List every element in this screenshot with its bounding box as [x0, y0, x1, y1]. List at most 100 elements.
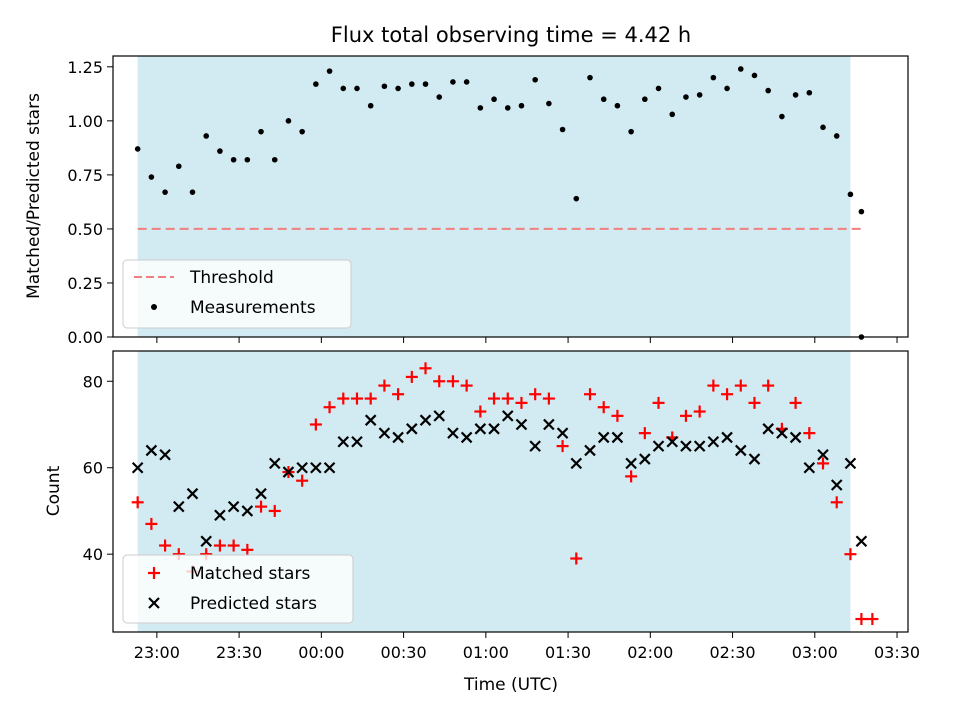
matched-star-point: [584, 388, 596, 401]
predicted-star-point: [310, 461, 322, 474]
y-tick-label: 1.00: [67, 112, 103, 131]
predicted-star-point: [337, 436, 350, 448]
predicted-star-point: [693, 440, 706, 452]
matched-star-point: [255, 500, 268, 513]
x-axis-label: Time (UTC): [463, 675, 558, 695]
predicted-star-point: [830, 479, 843, 491]
predicted-star-point: [392, 431, 404, 444]
matched-star-point: [748, 396, 761, 409]
measurement-point: [340, 85, 347, 92]
legend-predicted-label: Predicted stars: [190, 594, 317, 614]
y-tick-label: 80: [83, 372, 103, 391]
measurement-point: [162, 189, 168, 195]
matched-star-point: [159, 539, 172, 552]
predicted-star-point: [159, 448, 171, 461]
measurement-point: [313, 81, 319, 87]
predicted-star-point: [296, 461, 308, 474]
matched-star-point: [392, 388, 405, 401]
x-tick-label: 23:30: [216, 643, 262, 662]
matched-star-point: [638, 427, 651, 440]
predicted-star-point: [351, 436, 363, 448]
matched-star-point: [830, 496, 843, 509]
matched-star-point: [145, 517, 158, 530]
predicted-star-point: [762, 423, 774, 435]
top-axes-frame: [112, 55, 909, 338]
matched-star-point: [707, 379, 720, 392]
matched-star-point: [611, 409, 624, 422]
matched-star-point: [364, 392, 377, 405]
matched-star-point: [474, 405, 487, 418]
matched-star-point: [268, 504, 281, 517]
measurement-point: [642, 96, 648, 103]
predicted-star-point: [776, 427, 788, 439]
matched-star-point: [241, 543, 254, 556]
predicted-star-point: [611, 431, 624, 444]
predicted-star-point: [597, 431, 610, 444]
matched-star-point: [803, 427, 816, 440]
measurement-point: [381, 83, 388, 90]
measurement-point: [696, 92, 703, 98]
measurement-point: [203, 133, 210, 139]
matched-star-point: [721, 388, 734, 401]
predicted-star-point: [447, 427, 459, 439]
matched-star-point: [433, 375, 446, 388]
predicted-star-point: [515, 418, 528, 431]
predicted-star-point: [419, 414, 432, 426]
predicted-star-point: [680, 440, 692, 452]
matched-star-point: [446, 375, 459, 388]
y-tick-label: 0.25: [67, 274, 103, 293]
y-tick-label: 0.00: [67, 328, 103, 347]
predicted-star-point: [817, 448, 829, 461]
matched-star-point: [213, 539, 226, 552]
predicted-star-point: [145, 444, 158, 457]
bottom-panel: 40 60 80 23:00 23:30 00:00 00:30 01:00 01:30 02:…: [44, 350, 920, 695]
top-legend: Threshold Measurements: [122, 259, 352, 329]
predicted-star-point: [570, 457, 583, 470]
measurement-point: [737, 66, 744, 72]
predicted-star-point: [844, 457, 857, 470]
matched-star-point: [734, 379, 747, 392]
y-tick-label: 0.75: [67, 166, 103, 185]
predicted-star-point: [200, 535, 212, 547]
y-tick-label: 40: [83, 545, 103, 564]
measurement-point: [148, 174, 155, 180]
measurement-point: [669, 111, 676, 118]
x-tick-label: 00:00: [298, 643, 344, 662]
matched-star-point: [501, 392, 514, 405]
predicted-star-point: [584, 444, 596, 457]
measurement-point: [491, 96, 497, 103]
measurement-point: [450, 79, 456, 85]
predicted-star-point: [186, 487, 199, 500]
legend-measurements-label: Measurements: [190, 298, 316, 318]
x-tick-label: 02:00: [627, 643, 673, 662]
measurement-point: [175, 163, 182, 170]
legend-matched-swatch: [148, 567, 160, 579]
x-tick-label: 02:30: [709, 643, 755, 662]
matched-star-point: [296, 474, 309, 487]
matched-star-point: [529, 388, 542, 401]
predicted-star-point: [734, 444, 747, 457]
matched-star-point: [855, 613, 868, 626]
measurement-point: [587, 74, 593, 81]
matched-star-point: [378, 379, 391, 392]
matched-star-point: [227, 539, 240, 552]
measurement-point: [354, 85, 360, 92]
measurement-point: [326, 68, 333, 74]
matched-star-point: [817, 457, 830, 470]
measurement-point: [833, 133, 840, 139]
bottom-legend: Matched stars Predicted stars: [122, 554, 354, 624]
measurement-point: [765, 87, 771, 94]
x-tick-label: 01:00: [463, 643, 509, 662]
measurement-point: [504, 105, 511, 111]
measurement-point: [518, 102, 525, 109]
predicted-star-point: [855, 535, 868, 547]
predicted-star-point: [652, 440, 665, 452]
measurement-point: [806, 89, 813, 96]
measurement-point: [847, 191, 854, 198]
measurement-point: [710, 74, 717, 81]
matched-star-point: [419, 362, 432, 375]
y-tick-label: 60: [83, 459, 103, 478]
predicted-star-point: [789, 431, 802, 444]
measurement-point: [614, 102, 621, 109]
measurement-point: [532, 76, 538, 83]
